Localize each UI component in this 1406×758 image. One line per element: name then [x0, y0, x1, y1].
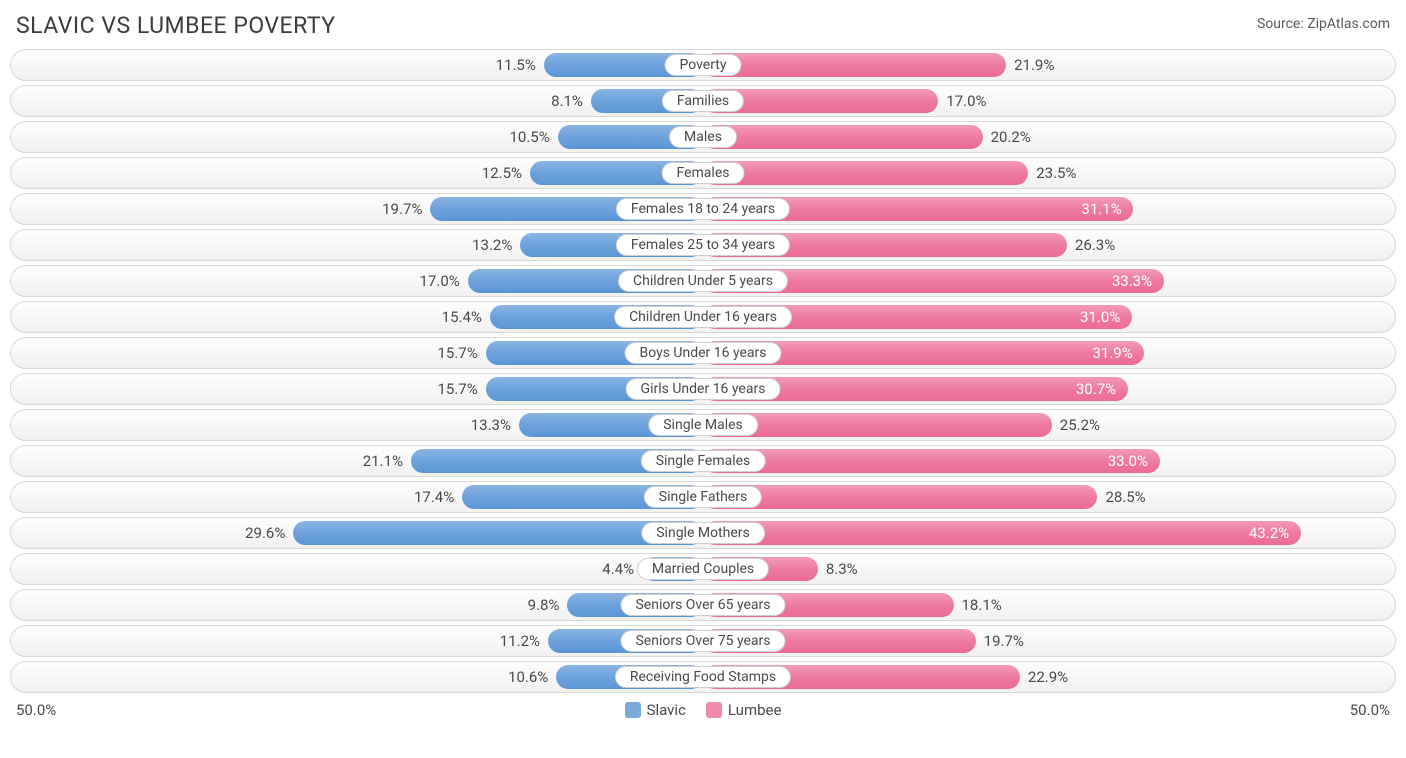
axis-right-max: 50.0% [1350, 701, 1390, 719]
value-left: 8.1% [551, 92, 583, 110]
axis-left-max: 50.0% [16, 701, 56, 719]
value-left: 10.5% [509, 128, 549, 146]
value-right: 31.0% [1080, 308, 1120, 326]
value-left: 11.5% [496, 56, 536, 74]
value-right: 25.2% [1060, 416, 1100, 434]
bar-right [703, 125, 983, 149]
category-label: Males [669, 126, 737, 148]
value-right: 21.9% [1014, 56, 1054, 74]
chart-rows: 11.5% 21.9% Poverty 8.1% 17.0% Families 10.5% 2… [10, 49, 1396, 693]
value-right: 31.9% [1092, 344, 1132, 362]
value-left: 15.7% [437, 344, 477, 362]
value-right: 17.0% [946, 92, 986, 110]
chart-row: 15.7% 31.9% Boys Under 16 years [10, 337, 1396, 369]
chart-row: 17.0% 33.3% Children Under 5 years [10, 265, 1396, 297]
chart-row: 17.4% 28.5% Single Fathers [10, 481, 1396, 513]
category-label: Seniors Over 75 years [620, 630, 785, 652]
value-right: 8.3% [826, 560, 858, 578]
chart-row: 10.5% 20.2% Males [10, 121, 1396, 153]
category-label: Females 18 to 24 years [616, 198, 790, 220]
category-label: Children Under 16 years [614, 306, 792, 328]
chart-row: 11.5% 21.9% Poverty [10, 49, 1396, 81]
category-label: Girls Under 16 years [626, 378, 781, 400]
value-right: 33.3% [1112, 272, 1152, 290]
bar-right [703, 449, 1160, 473]
chart-row: 10.6% 22.9% Receiving Food Stamps [10, 661, 1396, 693]
value-right: 23.5% [1036, 164, 1076, 182]
value-left: 17.4% [414, 488, 454, 506]
value-right: 33.0% [1108, 452, 1148, 470]
chart-row: 15.4% 31.0% Children Under 16 years [10, 301, 1396, 333]
value-left: 15.7% [437, 380, 477, 398]
chart-row: 4.4% 8.3% Married Couples [10, 553, 1396, 585]
chart-row: 29.6% 43.2% Single Mothers [10, 517, 1396, 549]
legend-swatch-left [625, 702, 641, 718]
value-left: 15.4% [442, 308, 482, 326]
category-label: Single Fathers [644, 486, 762, 508]
chart-row: 21.1% 33.0% Single Females [10, 445, 1396, 477]
chart-row: 12.5% 23.5% Females [10, 157, 1396, 189]
value-right: 43.2% [1249, 524, 1289, 542]
value-right: 30.7% [1076, 380, 1116, 398]
value-left: 10.6% [508, 668, 548, 686]
category-label: Females 25 to 34 years [616, 234, 790, 256]
value-left: 21.1% [363, 452, 403, 470]
category-label: Boys Under 16 years [624, 342, 781, 364]
chart-row: 9.8% 18.1% Seniors Over 65 years [10, 589, 1396, 621]
category-label: Single Males [648, 414, 758, 436]
value-right: 18.1% [962, 596, 1002, 614]
value-left: 9.8% [528, 596, 560, 614]
category-label: Seniors Over 65 years [620, 594, 785, 616]
chart-row: 13.3% 25.2% Single Males [10, 409, 1396, 441]
category-label: Single Mothers [641, 522, 765, 544]
source-attribution: Source: ZipAtlas.com [1257, 12, 1390, 32]
bar-right [703, 161, 1028, 185]
value-right: 28.5% [1105, 488, 1145, 506]
category-label: Poverty [664, 54, 741, 76]
value-left: 13.3% [471, 416, 511, 434]
value-left: 17.0% [420, 272, 460, 290]
value-right: 26.3% [1075, 236, 1115, 254]
bar-right [703, 53, 1006, 77]
legend-label-right: Lumbee [728, 701, 782, 719]
legend-item-right: Lumbee [706, 701, 782, 719]
chart-row: 19.7% 31.1% Females 18 to 24 years [10, 193, 1396, 225]
bar-right [703, 521, 1301, 545]
value-right: 31.1% [1081, 200, 1121, 218]
category-label: Married Couples [637, 558, 769, 580]
legend-item-left: Slavic [625, 701, 686, 719]
legend: Slavic Lumbee [625, 701, 782, 719]
category-label: Females [662, 162, 745, 184]
category-label: Receiving Food Stamps [615, 666, 791, 688]
chart-title: SLAVIC VS LUMBEE POVERTY [16, 12, 336, 39]
chart-row: 13.2% 26.3% Females 25 to 34 years [10, 229, 1396, 261]
value-left: 11.2% [500, 632, 540, 650]
value-right: 20.2% [991, 128, 1031, 146]
legend-swatch-right [706, 702, 722, 718]
value-left: 13.2% [472, 236, 512, 254]
category-label: Single Females [641, 450, 766, 472]
chart-row: 11.2% 19.7% Seniors Over 75 years [10, 625, 1396, 657]
chart-row: 8.1% 17.0% Families [10, 85, 1396, 117]
value-right: 19.7% [984, 632, 1024, 650]
value-left: 12.5% [482, 164, 522, 182]
value-left: 29.6% [245, 524, 285, 542]
category-label: Families [662, 90, 744, 112]
legend-label-left: Slavic [647, 701, 686, 719]
category-label: Children Under 5 years [618, 270, 788, 292]
value-left: 4.4% [602, 560, 634, 578]
chart-row: 15.7% 30.7% Girls Under 16 years [10, 373, 1396, 405]
value-right: 22.9% [1028, 668, 1068, 686]
value-left: 19.7% [382, 200, 422, 218]
bar-right [703, 485, 1097, 509]
